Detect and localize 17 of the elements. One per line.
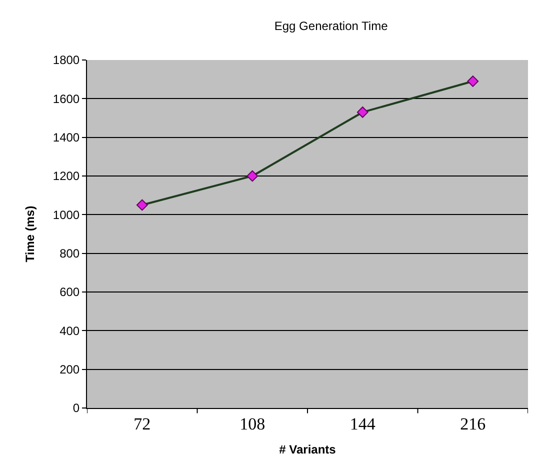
y-tick-label: 1800 xyxy=(52,53,80,68)
y-tick-label: 1200 xyxy=(52,169,80,184)
y-tick-label: 800 xyxy=(60,246,80,261)
y-tick-label: 1400 xyxy=(52,130,80,145)
y-tick-label: 400 xyxy=(60,324,80,338)
y-axis-title: Time (ms) xyxy=(23,206,38,262)
x-axis-title: # Variants xyxy=(279,442,336,456)
x-tick-label: 144 xyxy=(350,414,376,434)
y-tick-label: 0 xyxy=(72,401,80,416)
y-tick-label: 1000 xyxy=(52,208,80,222)
y-tick-label: 1600 xyxy=(52,92,80,106)
x-tick-label: 108 xyxy=(240,414,266,434)
y-tick-label: 600 xyxy=(60,285,80,300)
chart-title: Egg Generation Time xyxy=(274,18,388,33)
x-tick-label: 72 xyxy=(134,414,151,434)
y-tick-label: 200 xyxy=(60,362,80,377)
x-tick-label: 216 xyxy=(460,414,486,434)
